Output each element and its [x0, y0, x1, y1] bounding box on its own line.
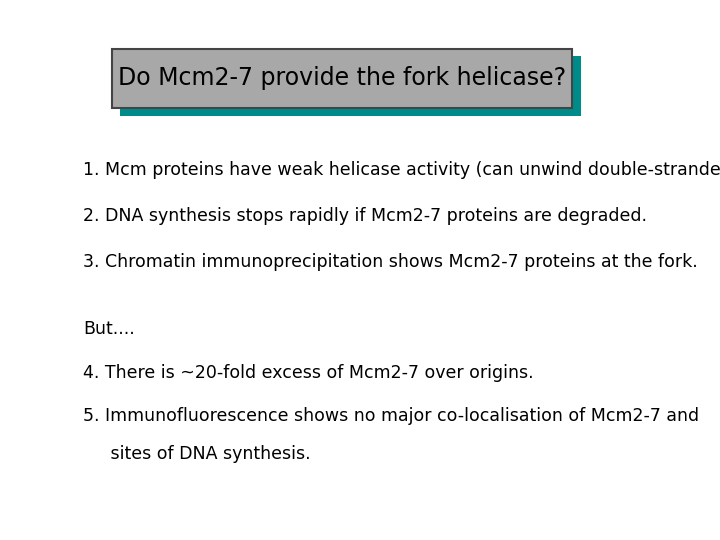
Text: Do Mcm2-7 provide the fork helicase?: Do Mcm2-7 provide the fork helicase?	[118, 66, 566, 90]
Text: 2. DNA synthesis stops rapidly if Mcm2-7 proteins are degraded.: 2. DNA synthesis stops rapidly if Mcm2-7…	[83, 207, 647, 225]
Text: 1. Mcm proteins have weak helicase activity (can unwind double-stranded DNA.: 1. Mcm proteins have weak helicase activ…	[83, 161, 720, 179]
Text: 3. Chromatin immunoprecipitation shows Mcm2-7 proteins at the fork.: 3. Chromatin immunoprecipitation shows M…	[83, 253, 698, 271]
Text: But....: But....	[83, 320, 135, 339]
FancyBboxPatch shape	[120, 56, 581, 116]
FancyBboxPatch shape	[112, 49, 572, 108]
Text: 5. Immunofluorescence shows no major co-localisation of Mcm2-7 and: 5. Immunofluorescence shows no major co-…	[83, 407, 699, 425]
Text: 4. There is ~20-fold excess of Mcm2-7 over origins.: 4. There is ~20-fold excess of Mcm2-7 ov…	[83, 363, 534, 382]
Text: sites of DNA synthesis.: sites of DNA synthesis.	[83, 444, 310, 463]
